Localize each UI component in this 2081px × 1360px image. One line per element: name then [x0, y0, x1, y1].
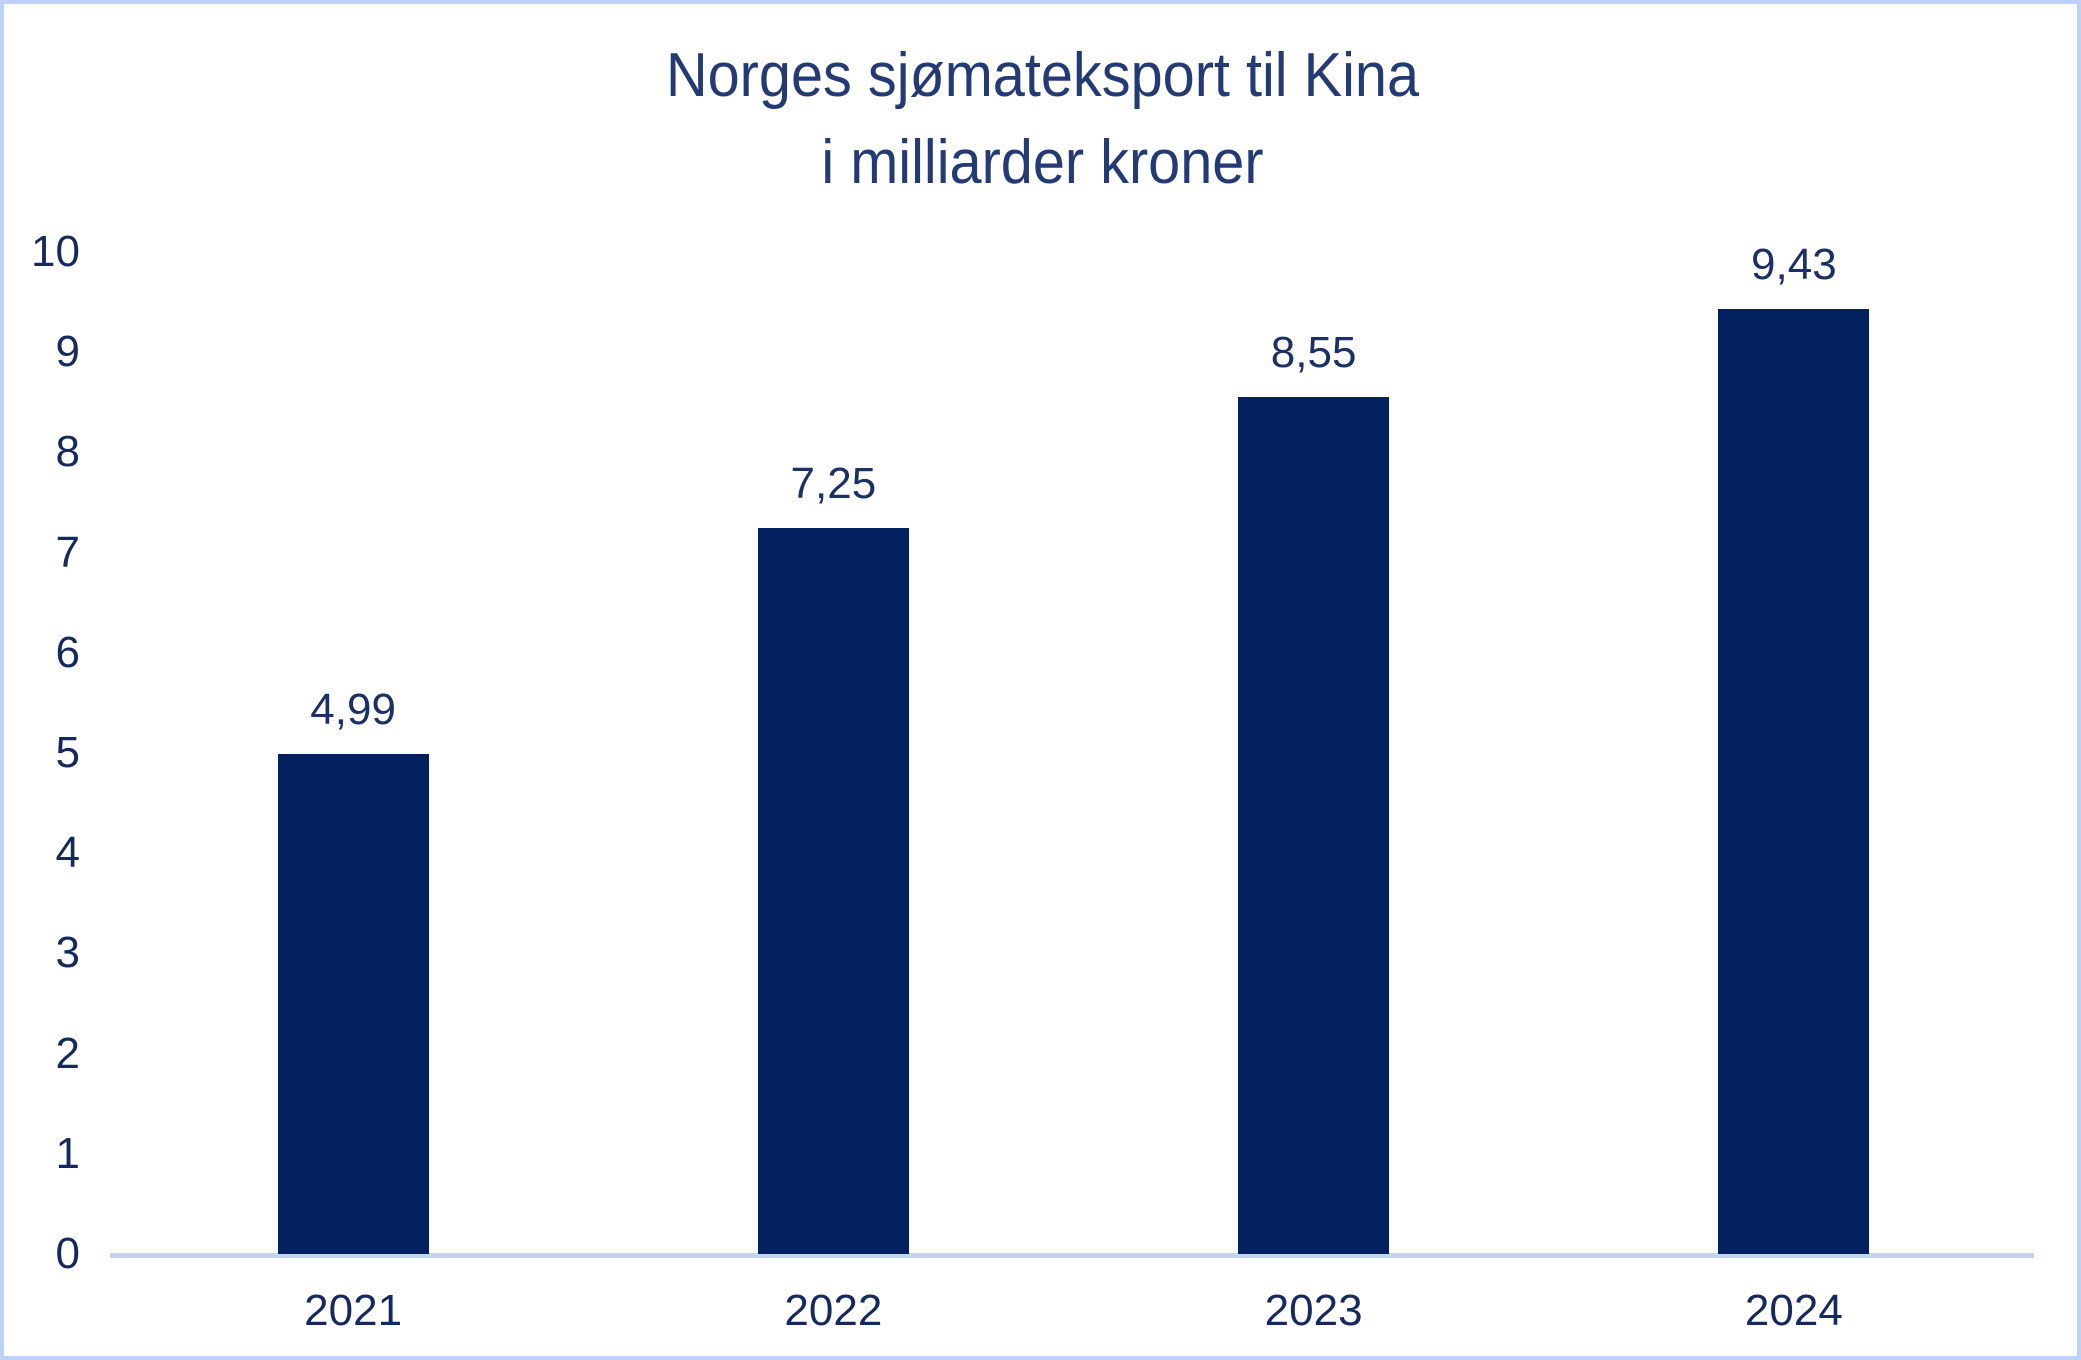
value-label-2024: 9,43 [1751, 240, 1837, 290]
y-axis-tick-label: 8 [55, 427, 80, 477]
y-axis-tick-label: 6 [55, 627, 80, 677]
chart-title-line-2: i milliarder kroner [821, 128, 1264, 197]
y-axis-tick-label: 7 [55, 527, 80, 577]
y-axis-tick-label: 0 [55, 1229, 80, 1278]
y-axis-tick-label: 10 [31, 227, 80, 276]
x-axis-tick-label-2023: 2023 [1264, 1286, 1363, 1335]
x-axis-tick-label-2024: 2024 [1744, 1286, 1843, 1335]
y-axis-tick-label: 4 [55, 828, 80, 878]
bar-2023 [1238, 397, 1390, 1254]
y-axis-tick-label: 1 [55, 1128, 80, 1178]
bar-2022 [757, 527, 909, 1254]
y-axis-tick-label: 3 [55, 928, 80, 978]
x-axis-tick-label-2022: 2022 [784, 1286, 883, 1335]
y-axis-tick-label: 5 [55, 728, 80, 777]
x-axis-line [110, 1253, 2034, 1258]
chart-title-line-1: Norges sjømateksport til Kina [665, 41, 1420, 110]
bar-2024 [1718, 309, 1870, 1254]
value-label-2021: 4,99 [310, 685, 396, 734]
y-axis-tick-label: 9 [55, 327, 80, 377]
x-axis-tick-label-2021: 2021 [304, 1286, 403, 1335]
chart-title: Norges sjømateksport til Kina i milliard… [77, 32, 2009, 206]
y-axis-tick-label: 2 [55, 1028, 80, 1078]
value-label-2022: 7,25 [790, 458, 877, 508]
bar-2021 [277, 754, 429, 1254]
value-label-2023: 8,55 [1270, 328, 1357, 378]
